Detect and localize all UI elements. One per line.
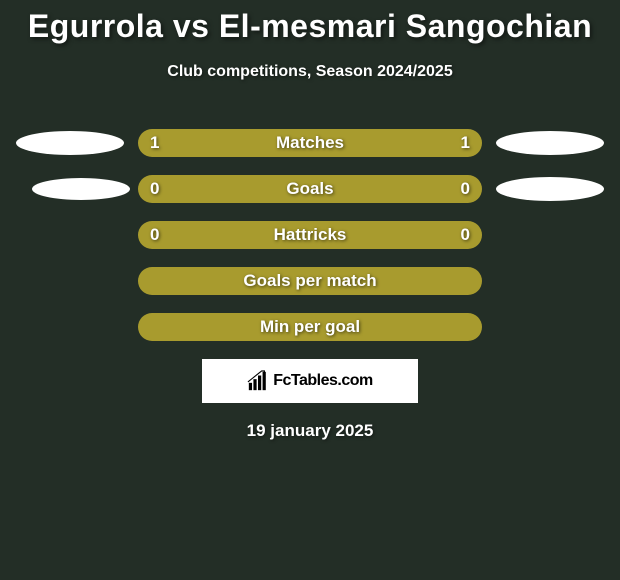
stat-row: 0 Hattricks 0 xyxy=(0,221,620,249)
stat-label: Goals per match xyxy=(243,271,376,291)
stat-bar: Min per goal xyxy=(138,313,482,341)
page-title: Egurrola vs El-mesmari Sangochian xyxy=(0,8,620,45)
player-left-ellipse xyxy=(16,131,124,155)
stat-row: Goals per match xyxy=(0,267,620,295)
watermark-text: FcTables.com xyxy=(273,372,373,390)
bar-chart-icon xyxy=(247,370,269,392)
stat-value-left: 1 xyxy=(150,133,170,153)
stat-value-right: 0 xyxy=(450,225,470,245)
date-label: 19 january 2025 xyxy=(0,421,620,441)
player-right-ellipse xyxy=(496,177,604,201)
stat-bar: 0 Goals 0 xyxy=(138,175,482,203)
stat-value-right: 1 xyxy=(450,133,470,153)
stat-bar: Goals per match xyxy=(138,267,482,295)
stat-label: Hattricks xyxy=(274,225,347,245)
stat-row: Min per goal xyxy=(0,313,620,341)
stat-value-right: 0 xyxy=(450,179,470,199)
stat-label: Min per goal xyxy=(260,317,360,337)
stat-bar: 0 Hattricks 0 xyxy=(138,221,482,249)
stat-value-left: 0 xyxy=(150,179,170,199)
page-subtitle: Club competitions, Season 2024/2025 xyxy=(0,63,620,81)
stat-value-left: 0 xyxy=(150,225,170,245)
stat-bar: 1 Matches 1 xyxy=(138,129,482,157)
comparison-infographic: Egurrola vs El-mesmari Sangochian Club c… xyxy=(0,0,620,441)
player-right-ellipse xyxy=(496,131,604,155)
stat-rows: 1 Matches 1 0 Goals 0 0 Hattricks 0 Goals per mat… xyxy=(0,129,620,341)
player-left-ellipse xyxy=(32,178,130,200)
stat-label: Matches xyxy=(276,133,344,153)
watermark-badge: FcTables.com xyxy=(202,359,418,403)
stat-label: Goals xyxy=(286,179,333,199)
stat-row: 1 Matches 1 xyxy=(0,129,620,157)
stat-row: 0 Goals 0 xyxy=(0,175,620,203)
